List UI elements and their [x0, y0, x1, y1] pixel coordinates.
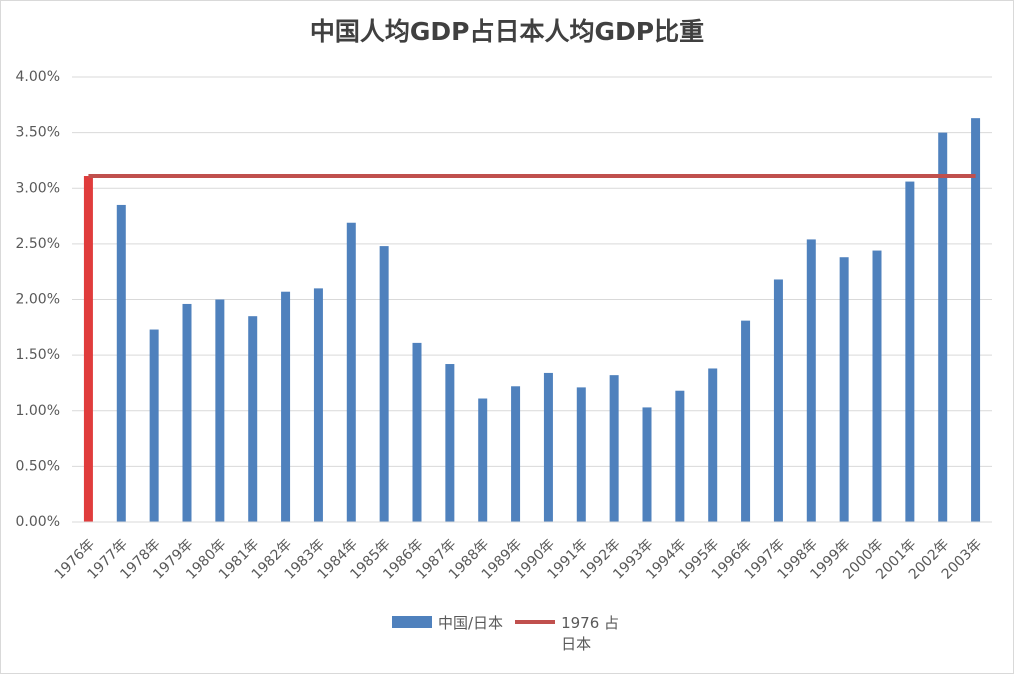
bar	[938, 132, 948, 522]
bar	[149, 329, 159, 522]
bar	[675, 390, 685, 522]
y-tick-label: 0.00%	[16, 514, 60, 530]
y-tick-label: 1.00%	[16, 403, 60, 419]
bar	[248, 316, 258, 522]
bar	[872, 250, 882, 523]
bar	[478, 398, 488, 522]
bar	[511, 386, 521, 522]
bar	[773, 279, 783, 522]
legend-swatch	[392, 616, 432, 628]
y-tick-label: 2.50%	[16, 236, 60, 252]
bar	[412, 342, 422, 522]
y-tick-label: 3.00%	[16, 180, 60, 196]
bar	[543, 372, 553, 522]
bar	[445, 364, 455, 522]
bar	[839, 257, 849, 522]
bar	[379, 246, 389, 522]
bar	[609, 375, 619, 522]
bar	[741, 320, 751, 522]
legend-item: 中国/日本	[392, 612, 503, 654]
legend-item: 1976 占日本	[515, 612, 621, 654]
bar	[971, 118, 981, 522]
y-tick-label: 4.00%	[16, 69, 60, 85]
legend-label: 中国/日本	[438, 614, 504, 632]
legend: 中国/日本 1976 占日本	[392, 612, 621, 654]
y-tick-label: 3.50%	[16, 125, 60, 141]
y-tick-label: 2.00%	[16, 292, 60, 308]
bar	[83, 176, 93, 522]
bar	[806, 239, 816, 523]
bar	[281, 291, 291, 522]
bar	[215, 299, 225, 522]
bar	[116, 204, 126, 522]
bar	[182, 303, 192, 522]
y-tick-label: 1.50%	[16, 347, 60, 363]
bar	[576, 387, 586, 522]
legend-swatch	[515, 620, 556, 624]
legend-label: 1976 占日本	[561, 614, 620, 653]
bar	[346, 222, 356, 523]
y-tick-label: 0.50%	[16, 458, 60, 474]
bar	[313, 288, 323, 522]
bar	[642, 407, 652, 522]
bar	[708, 368, 718, 522]
bar	[905, 181, 915, 522]
chart-title: 中国人均GDP占日本人均GDP比重	[310, 17, 704, 46]
